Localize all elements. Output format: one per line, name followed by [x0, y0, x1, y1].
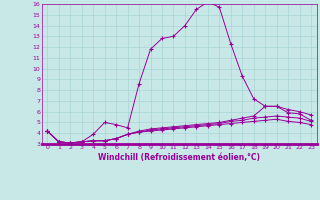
X-axis label: Windchill (Refroidissement éolien,°C): Windchill (Refroidissement éolien,°C): [98, 153, 260, 162]
